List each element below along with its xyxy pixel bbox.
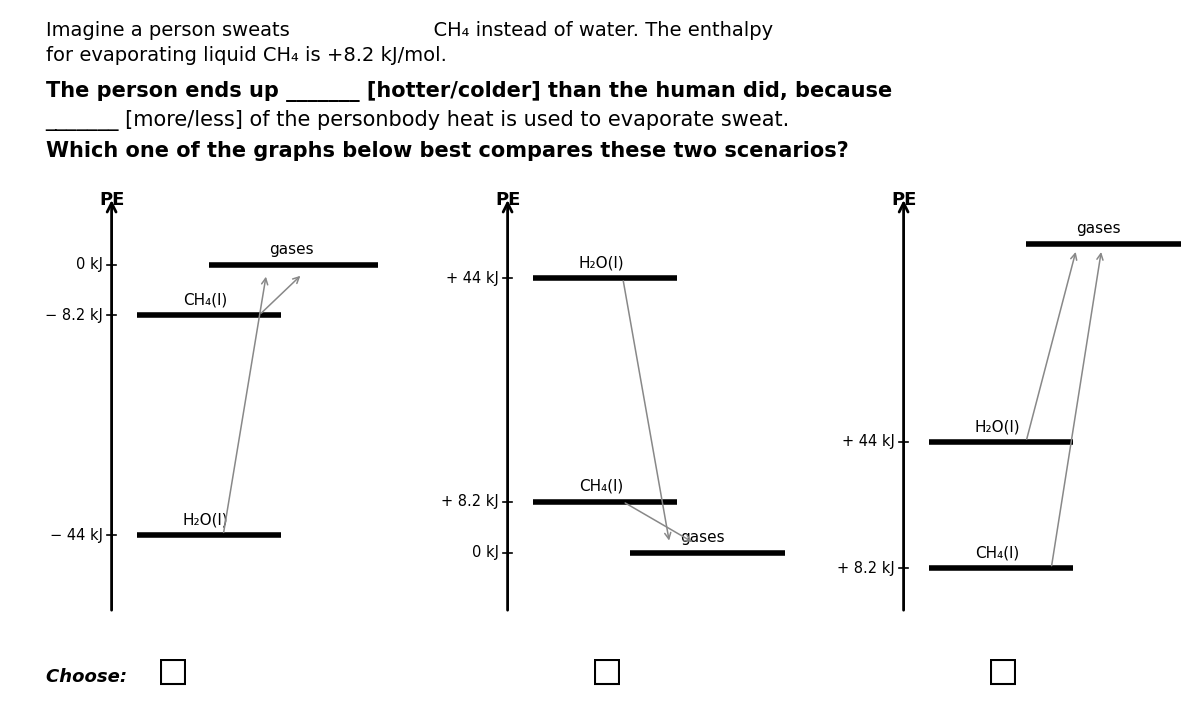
FancyBboxPatch shape (595, 660, 619, 684)
Text: H₂O(l): H₂O(l) (974, 419, 1020, 434)
Text: PE: PE (890, 191, 917, 209)
Text: CH₄(l): CH₄(l) (976, 546, 1019, 561)
Text: Which one of the graphs below best compares these two scenarios?: Which one of the graphs below best compa… (46, 141, 848, 161)
Text: _______ [more/less] of the personbody heat is used to evaporate sweat.: _______ [more/less] of the personbody he… (46, 110, 790, 131)
Text: gases: gases (269, 242, 314, 257)
Text: gases: gases (1075, 221, 1121, 236)
Text: + 8.2 kJ: + 8.2 kJ (440, 494, 499, 509)
Text: PE: PE (494, 191, 521, 209)
Text: The person ends up _______ [hotter/colder] than the human did, because: The person ends up _______ [hotter/colde… (46, 81, 892, 103)
Text: 0 kJ: 0 kJ (472, 545, 499, 560)
Text: − 8.2 kJ: − 8.2 kJ (44, 308, 103, 322)
Text: + 8.2 kJ: + 8.2 kJ (836, 561, 894, 576)
FancyBboxPatch shape (161, 660, 185, 684)
Text: CH₄(l): CH₄(l) (184, 293, 227, 308)
Text: − 44 kJ: − 44 kJ (49, 527, 103, 543)
Text: H₂O(l): H₂O(l) (182, 513, 228, 527)
Text: Imagine a person sweats                       CH₄ instead of water. The enthalpy: Imagine a person sweats CH₄ instead of w… (46, 21, 773, 40)
Text: gases: gases (679, 530, 725, 545)
Text: H₂O(l): H₂O(l) (578, 256, 624, 271)
FancyBboxPatch shape (991, 660, 1015, 684)
Text: 0 kJ: 0 kJ (76, 257, 103, 272)
Text: + 44 kJ: + 44 kJ (445, 271, 499, 286)
Text: Choose:: Choose: (46, 668, 133, 686)
Text: PE: PE (98, 191, 125, 209)
Text: for evaporating liquid CH₄ is +8.2 kJ/mol.: for evaporating liquid CH₄ is +8.2 kJ/mo… (46, 46, 446, 65)
Text: CH₄(l): CH₄(l) (580, 479, 623, 494)
Text: + 44 kJ: + 44 kJ (841, 434, 894, 450)
